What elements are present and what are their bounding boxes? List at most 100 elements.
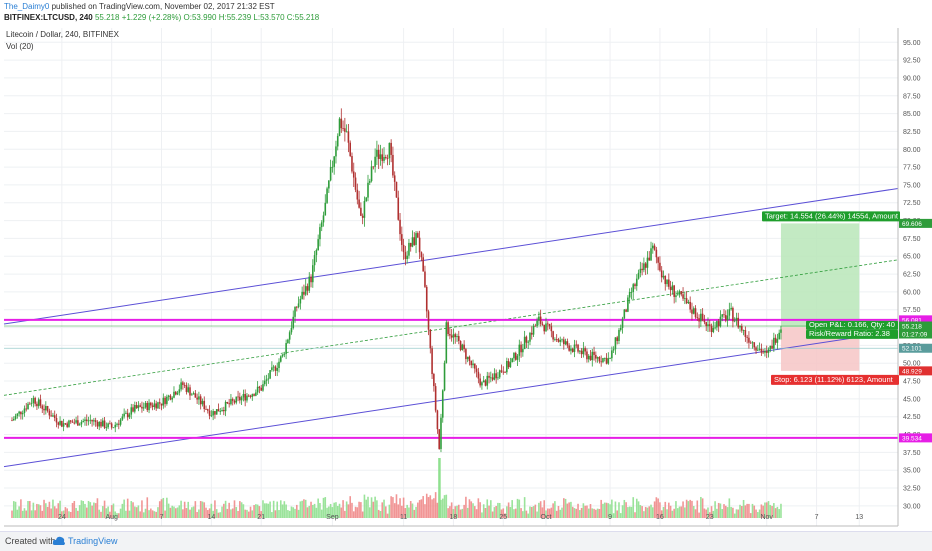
candle-body (776, 339, 779, 343)
change-text: +1.229 (+2.28%) (121, 13, 182, 22)
volume-bar (182, 509, 184, 518)
candle-body (52, 415, 54, 417)
volume-bar (296, 504, 298, 518)
candle-body (317, 239, 319, 250)
volume-bar (465, 496, 467, 518)
candle-body (409, 242, 412, 247)
volume-bar (724, 505, 727, 518)
candle-body (360, 207, 362, 216)
tradingview-cloud-icon (52, 536, 65, 545)
candle-body (454, 334, 457, 338)
volume-bar (167, 503, 170, 518)
candle-body (557, 339, 560, 342)
candle-body (34, 397, 36, 404)
time-axis[interactable]: 24 Aug 7 14 21 Sep 11 18 25 Oct 9 16 23 Nov 7 13 (4, 514, 898, 527)
volume-bar (119, 508, 122, 518)
candle-body (628, 291, 631, 298)
candle-body (707, 324, 709, 327)
volume-bar (621, 505, 624, 518)
candle-body (361, 215, 364, 218)
candle-body (158, 402, 161, 404)
volume-bar (527, 513, 529, 518)
volume-bar (675, 501, 677, 518)
candle-body (153, 403, 156, 408)
volume-bar (627, 507, 629, 518)
tradingview-link[interactable]: TradingView (68, 536, 118, 546)
candle-body (290, 327, 293, 333)
volume-bar (297, 509, 300, 518)
candle-body (148, 402, 150, 411)
volume-bar (134, 506, 136, 518)
volume-bar (408, 507, 410, 518)
candle-body (274, 366, 277, 371)
candle-body (618, 329, 620, 341)
volume-bar (125, 510, 127, 518)
candle-body (669, 286, 672, 291)
candle-body (271, 367, 273, 371)
volume-bar (666, 509, 668, 518)
volume-bar (25, 510, 28, 518)
volume-bar (678, 506, 681, 518)
volume-bar (240, 502, 243, 518)
price-axis[interactable]: 30.0032.5035.0037.5040.0042.5045.0047.50… (897, 24, 932, 530)
volume-bar (349, 496, 351, 518)
price-tick: 80.00 (903, 147, 921, 154)
candle-body (425, 286, 428, 312)
volume-bar (320, 509, 323, 518)
volume-bar (401, 505, 403, 518)
candle-body (367, 182, 369, 198)
volume-bar (32, 502, 35, 518)
candle-body (383, 157, 385, 161)
candle-body (611, 350, 613, 359)
volume-bar (436, 502, 439, 518)
candle-body (78, 424, 81, 426)
candle-body (449, 334, 451, 336)
candle-body (139, 405, 141, 407)
candle-body (749, 342, 752, 344)
candle-body (354, 177, 357, 190)
volume-bar (536, 511, 538, 518)
candle-body (358, 199, 360, 208)
price-chart[interactable]: 30.0032.5035.0037.5040.0042.5045.0047.50… (0, 24, 932, 530)
volume-bar (682, 501, 684, 518)
volume-bar (441, 498, 444, 518)
price-tick: 60.00 (903, 289, 921, 296)
volume-bar (575, 508, 578, 518)
volume-bar (132, 502, 134, 518)
volume-bar (385, 506, 387, 518)
created-with-text: Created with (5, 536, 56, 546)
candle-body (468, 356, 471, 361)
candle-body (344, 128, 346, 132)
candle-body (411, 237, 414, 247)
volume-bar (687, 501, 690, 518)
volume-bar (463, 504, 465, 518)
candle-body (529, 332, 531, 342)
candle-body (408, 242, 410, 256)
candle-body (151, 405, 154, 408)
price-tick: 37.50 (903, 450, 921, 457)
candle-body (214, 411, 216, 415)
volume-bar (708, 512, 711, 518)
volume-bar (714, 501, 716, 518)
volume-bar (226, 508, 229, 518)
candle-body (682, 294, 684, 299)
candle-body (32, 397, 35, 404)
author-link[interactable]: The_Daimy0 (4, 2, 50, 11)
candle-body (753, 342, 756, 348)
candle-body (579, 350, 581, 352)
volume-bar (319, 503, 321, 518)
volume-bar (356, 507, 359, 518)
volume-bar (253, 505, 255, 518)
candle-body (101, 420, 104, 427)
volume-bar (107, 506, 109, 518)
candle-body (764, 350, 766, 353)
volume-bar (660, 510, 663, 518)
price-tick: 47.50 (903, 379, 921, 386)
candle-body (123, 413, 125, 417)
candle-body (199, 396, 202, 405)
volume-bar (164, 510, 166, 518)
candle-body (263, 380, 266, 385)
volume-bar (406, 504, 408, 518)
candle-body (687, 301, 690, 304)
candle-body (657, 257, 659, 263)
